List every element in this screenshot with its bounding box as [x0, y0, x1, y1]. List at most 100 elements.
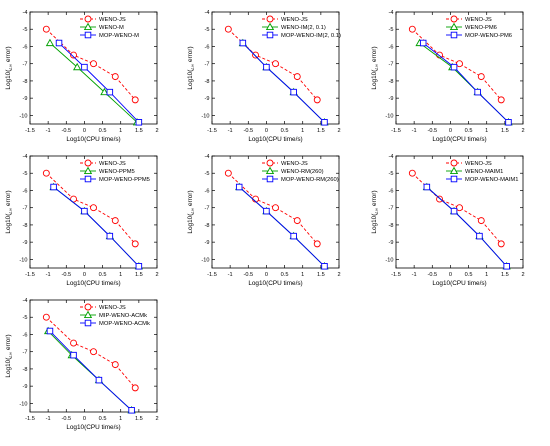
x-tick-label: 1.5 [317, 272, 325, 278]
data-point [235, 183, 243, 191]
y-axis-label-sub2: ∞ [374, 64, 379, 67]
x-tick-label: 0.5 [465, 272, 473, 278]
data-point [50, 183, 57, 191]
legend-entry: MOP-WENO-M [99, 33, 139, 39]
chart-panel-4: -1.5 -1 -0.5 0 0.5 1 1.5 2 -4 -5 -6 -7 -8 -9 -10 Log10(… [5, 154, 159, 287]
x-axis-label: Log10(CPU time/s) [66, 424, 120, 431]
series-line [422, 42, 509, 123]
legend-marker [450, 15, 458, 23]
y-tick-label: -7 [23, 350, 28, 356]
legend: WENO-JS WENO-PM6 MOP-WENO-PM6 [446, 15, 512, 39]
y-tick-label: -9 [23, 384, 28, 390]
x-tick-label: 1.5 [501, 128, 509, 134]
x-tick-label: 2 [337, 128, 340, 134]
legend: WENO-JS WENO-IM(2, 0.1) MOP-WENO-IM(2, 0.1… [262, 15, 341, 39]
data-point [321, 119, 328, 126]
data-point [135, 263, 143, 270]
data-point [505, 119, 512, 126]
y-tick-label: -8 [23, 79, 28, 85]
data-point [436, 195, 443, 203]
y-tick-label: -9 [389, 240, 394, 246]
x-tick-label: -1.5 [207, 272, 217, 278]
y-tick-label: -7 [23, 62, 28, 68]
y-tick-label: -9 [23, 96, 28, 102]
chart-panel-1: -1.5 -1 -0.5 0 0.5 1 1.5 2 -4 -5 -6 -7 -8 -9 -10 Log10(… [5, 10, 159, 143]
data-point [81, 63, 88, 71]
x-tick-label: 0 [449, 128, 452, 134]
y-tick-label: -6 [23, 44, 28, 50]
chart-panel-2: -1.5 -1 -0.5 0 0.5 1 1.5 2 -4 -5 -6 -7 -8 -9 -10 Log10(… [187, 10, 341, 143]
data-point [131, 384, 139, 392]
x-tick-label: 1.5 [135, 416, 143, 422]
data-point [128, 407, 135, 414]
data-point [290, 88, 297, 96]
y-axis-label-sub: L [190, 211, 195, 214]
x-tick-label: -0.5 [243, 272, 253, 278]
y-axis-label-suffix: error) [5, 334, 12, 351]
legend-marker [83, 310, 93, 319]
y-axis-label-suffix: error) [371, 190, 378, 207]
series-3 [50, 183, 143, 270]
legend-entry: WENO-PPM5 [99, 169, 135, 175]
data-point [450, 63, 458, 71]
x-axis-label: Log10(CPU time/s) [432, 280, 486, 287]
y-axis-label-prefix: Log10( [187, 213, 194, 234]
x-tick-label: -0.5 [427, 128, 437, 134]
series-line [46, 316, 136, 389]
data-point [90, 348, 97, 356]
data-point [408, 25, 416, 33]
y-tick-label: -7 [23, 206, 28, 212]
y-tick-label: -4 [23, 154, 28, 160]
x-tick-label: 1 [301, 128, 304, 134]
x-tick-label: 1.5 [501, 272, 509, 278]
series-line [426, 186, 508, 267]
x-tick-label: 2 [521, 128, 524, 134]
legend-marker [266, 31, 274, 39]
y-axis-label-sub2: ∞ [190, 64, 195, 67]
x-tick-label: 1 [119, 272, 122, 278]
series-line [46, 172, 136, 245]
y-tick-label: -9 [205, 96, 210, 102]
y-tick-label: -8 [389, 79, 394, 85]
data-point [42, 169, 50, 177]
y-axis-label: Log10(L∞ error) [371, 46, 379, 89]
series-line [419, 42, 509, 123]
data-point [224, 25, 232, 33]
x-tick-label: 0.5 [465, 128, 473, 134]
legend-marker [84, 319, 92, 327]
data-point [477, 73, 485, 81]
series-line [53, 186, 140, 267]
y-tick-label: -8 [389, 223, 394, 229]
x-tick-label: -1.5 [25, 272, 35, 278]
y-axis-label-sub2: ∞ [374, 208, 379, 211]
data-point [321, 263, 328, 270]
legend-entry: WENO-JS [465, 161, 492, 167]
data-point [224, 169, 232, 177]
series-3 [55, 39, 143, 126]
x-tick-label: 1 [485, 272, 488, 278]
series-1 [42, 313, 139, 392]
y-axis-label-suffix: error) [187, 190, 194, 207]
y-tick-label: -4 [23, 10, 28, 16]
x-tick-label: 0 [265, 128, 268, 134]
series-1 [42, 25, 139, 104]
x-tick-label: -0.5 [61, 128, 71, 134]
legend-entry: WENO-JS [99, 17, 126, 23]
y-axis-label-sub2: ∞ [190, 208, 195, 211]
legend-marker [84, 303, 92, 311]
plot-frame [29, 11, 158, 125]
y-axis-label-sub: L [190, 67, 195, 70]
y-tick-label: -9 [389, 96, 394, 102]
x-tick-label: -1.5 [25, 416, 35, 422]
y-axis-label-suffix: error) [5, 46, 12, 63]
y-axis-label-suffix: error) [5, 190, 12, 207]
data-point [131, 96, 139, 104]
y-tick-label: -5 [389, 171, 394, 177]
x-tick-label: -1 [46, 416, 51, 422]
x-axis-label: Log10(CPU time/s) [248, 280, 302, 287]
y-tick-label: -10 [201, 113, 209, 119]
data-point [90, 204, 97, 212]
data-point [290, 232, 297, 240]
y-axis-label-sub2: ∞ [8, 64, 13, 67]
x-tick-label: 1.5 [317, 128, 325, 134]
